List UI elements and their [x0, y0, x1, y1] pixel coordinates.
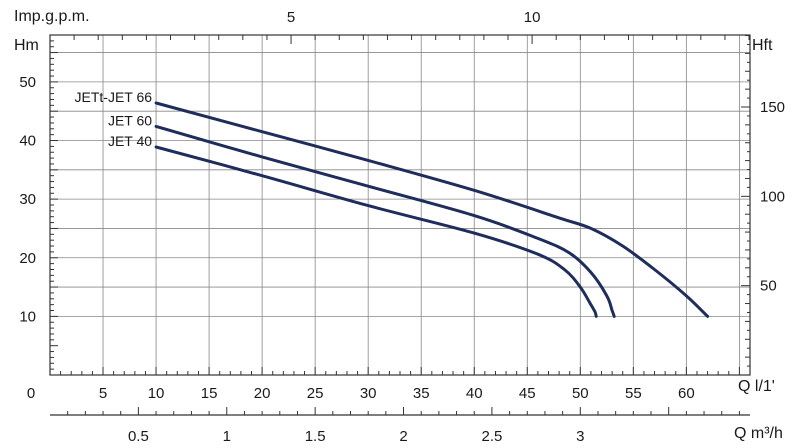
x-tick-label: 60: [678, 385, 695, 402]
curve-jet-60: [154, 124, 616, 318]
x-tick-label: 30: [360, 385, 377, 402]
curve-jet-40: [154, 145, 598, 318]
x-tick-label: 5: [99, 385, 107, 402]
x-tick-label: 35: [413, 385, 430, 402]
left-axis-unit-label: Hm: [14, 37, 39, 54]
series-label: JET 40: [108, 133, 152, 149]
series-label: JETt-JET 66: [75, 89, 153, 105]
secondary-axis-unit-label: Q m³/h: [734, 425, 783, 442]
y-left-tick-label: 20: [19, 250, 36, 267]
y-right-tick-label: 150: [760, 99, 785, 116]
right-axis-unit-label: Hft: [752, 37, 773, 54]
x-tick-label: 40: [466, 385, 483, 402]
secondary-x-tick-label: 1.5: [305, 428, 326, 445]
top-x-tick-label: 5: [287, 9, 295, 26]
x-tick-label: 45: [519, 385, 536, 402]
y-left-tick-label: 10: [19, 308, 36, 325]
x-tick-label: 20: [254, 385, 271, 402]
x-tick-label: 10: [148, 385, 165, 402]
x-tick-label: 15: [201, 385, 218, 402]
y-left-tick-label: 50: [19, 74, 36, 91]
performance-curves: [154, 101, 710, 318]
y-left-tick-label: 30: [19, 191, 36, 208]
x-tick-label: 0: [27, 385, 35, 402]
plot-frame: [49, 34, 751, 376]
series-label: JET 60: [108, 112, 152, 128]
secondary-x-tick-label: 3: [576, 428, 584, 445]
secondary-x-tick-label: 2: [399, 428, 407, 445]
y-right-tick-label: 100: [760, 188, 785, 205]
top-axis-unit-label: Imp.g.p.m.: [14, 8, 90, 25]
bottom-axis-unit-label: Q l/1': [738, 378, 775, 395]
secondary-x-tick-label: 0.5: [128, 428, 149, 445]
curve-jett-jet-66: [154, 101, 710, 318]
grid-lines: [50, 35, 750, 375]
x-tick-label: 25: [307, 385, 324, 402]
y-left-tick-label: 40: [19, 133, 36, 150]
top-x-tick-label: 10: [524, 9, 541, 26]
secondary-x-tick-label: 2.5: [481, 428, 502, 445]
chart-axes: [49, 34, 751, 416]
chart-labels: Imp.g.p.m. Hm Hft Q l/1' Q m³/h 0 5 10 15 20…: [14, 8, 785, 445]
secondary-x-tick-label: 1: [223, 428, 231, 445]
x-tick-label: 55: [625, 385, 642, 402]
x-tick-label: 50: [572, 385, 589, 402]
y-right-tick-label: 50: [760, 278, 777, 295]
